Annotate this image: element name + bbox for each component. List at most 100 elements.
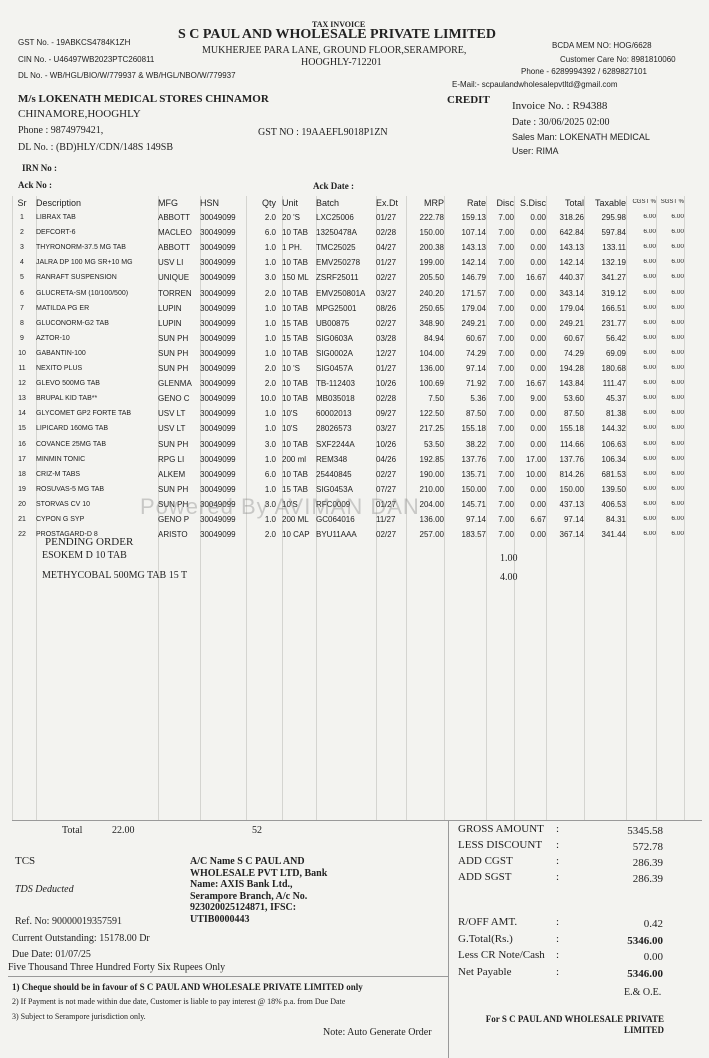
table-cell: 1.0: [264, 455, 276, 464]
table-cell: 1.0: [264, 319, 276, 328]
table-cell: 2.0: [264, 289, 276, 298]
table-cell: ABBOTT: [158, 214, 191, 222]
table-cell: 1.0: [264, 244, 276, 253]
tds: TDS Deducted: [15, 884, 74, 895]
table-cell: 04/27: [376, 244, 397, 253]
table-cell: 814.26: [559, 470, 584, 479]
table-cell: 10 TAB: [282, 289, 308, 298]
table-cell: 106.63: [601, 440, 626, 449]
customer-care: Customer Care No: 8981810060: [560, 55, 676, 64]
table-cell: 17.00: [525, 455, 546, 464]
table-cell: 11: [18, 365, 26, 372]
summary-label: G.Total(Rs.): [458, 932, 513, 945]
table-cell: 10.00: [525, 470, 546, 479]
signatory: For S C PAUL AND WHOLESALE PRIVATE LIMIT…: [485, 1014, 664, 1036]
table-cell: 97.14: [563, 516, 584, 524]
separator: [448, 820, 449, 1058]
table-cell: CYPON G SYP: [36, 516, 85, 523]
table-cell: 30049099: [200, 485, 236, 494]
table-cell: GENO P: [158, 516, 190, 524]
bcda-no: BCDA MEM NO: HOG/6628: [552, 41, 652, 50]
column-rule: [656, 196, 657, 820]
table-cell: 6.00: [643, 440, 656, 447]
table-cell: 53.50: [423, 440, 444, 449]
summary-value: 5346.00: [627, 967, 663, 980]
table-cell: 132.19: [601, 259, 626, 268]
table-cell: 200.38: [419, 244, 444, 253]
table-cell: 111.47: [602, 380, 626, 389]
table-cell: 7.00: [498, 531, 514, 540]
column-header: HSN: [200, 199, 220, 208]
table-cell: 38.22: [465, 440, 486, 449]
phone: Phone - 6289994392 / 6289827101: [521, 67, 647, 76]
eoe: E.& O.E.: [624, 987, 662, 998]
table-cell: GLYCOMET GP2 FORTE TAB: [36, 410, 132, 418]
table-cell: 10/26: [376, 440, 397, 449]
table-cell: 17: [18, 455, 26, 463]
table-cell: 183.57: [461, 531, 486, 540]
table-cell: 6.00: [671, 349, 684, 356]
table-cell: 6.00: [671, 516, 684, 522]
table-cell: TB-112403: [316, 380, 355, 389]
column-header: Sr: [17, 199, 27, 208]
table-cell: GLEVO 500MG TAB: [36, 380, 100, 388]
table-cell: 145.71: [461, 500, 486, 509]
table-cell: 22: [18, 531, 26, 539]
table-cell: MATILDA PG ER: [36, 304, 90, 312]
summary-label: GROSS AMOUNT: [458, 823, 544, 835]
table-cell: 1.0: [264, 349, 276, 358]
table-cell: 642.84: [559, 229, 584, 238]
column-header: Ex.Dt: [376, 199, 399, 208]
table-cell: 194.28: [559, 365, 584, 373]
table-cell: 6.00: [643, 244, 656, 251]
table-cell: 0.00: [530, 485, 546, 494]
table-cell: USV LT: [158, 425, 186, 434]
table-cell: GENO C: [158, 395, 190, 404]
table-cell: 0.00: [530, 229, 546, 238]
table-cell: 87.50: [465, 410, 486, 419]
summary-colon: :: [556, 932, 560, 945]
table-cell: 6.00: [671, 334, 684, 341]
table-cell: 7.00: [498, 289, 514, 298]
table-cell: SUN PH: [158, 440, 189, 449]
table-cell: SUN PH: [158, 365, 189, 373]
invoice-date: Date : 30/06/2025 02:00: [512, 117, 610, 128]
table-cell: 03/27: [376, 289, 397, 298]
table-cell: 142.14: [559, 259, 584, 268]
table-cell: 7.00: [498, 516, 514, 524]
column-header: Rate: [466, 199, 486, 208]
table-cell: 348.90: [419, 319, 444, 328]
summary-colon: :: [556, 855, 560, 867]
table-cell: 30049099: [200, 516, 236, 524]
separator: [8, 976, 448, 977]
table-cell: 30049099: [200, 349, 236, 358]
table-cell: LIBRAX TAB: [36, 214, 76, 221]
table-cell: ABBOTT: [158, 244, 191, 253]
table-cell: 133.11: [602, 244, 626, 253]
table-cell: 08/26: [376, 304, 397, 313]
table-cell: UNIQUE: [158, 274, 190, 283]
table-cell: 199.00: [419, 259, 444, 268]
table-cell: 84.94: [423, 334, 444, 343]
table-cell: 13250478A: [316, 229, 357, 238]
table-cell: LUPIN: [158, 319, 182, 328]
table-cell: 10.0: [260, 395, 276, 404]
table-cell: 7.00: [498, 395, 514, 404]
table-cell: 6.00: [671, 304, 684, 311]
table-cell: 10 TAB: [282, 229, 308, 238]
table-cell: 5: [20, 274, 24, 282]
column-rule: [546, 196, 547, 820]
column-header: CGST %: [632, 199, 656, 205]
summary-colon: :: [556, 949, 560, 961]
table-cell: 10 TAB: [282, 349, 308, 358]
table-cell: 28026573: [316, 425, 352, 434]
email: E-Mail:- scpaulandwholesalepvtltd@gmail.…: [452, 80, 618, 89]
column-header: Unit: [282, 199, 299, 208]
customer-name: M/s LOKENATH MEDICAL STORES CHINAMOR: [18, 93, 269, 105]
table-cell: 01/27: [376, 365, 397, 373]
table-cell: 0.00: [530, 500, 546, 509]
doc-type: TAX INVOICE: [312, 20, 366, 29]
table-cell: 10 TAB: [282, 259, 308, 268]
table-cell: 11/27: [376, 516, 396, 524]
summary-value: 572.78: [632, 841, 663, 853]
